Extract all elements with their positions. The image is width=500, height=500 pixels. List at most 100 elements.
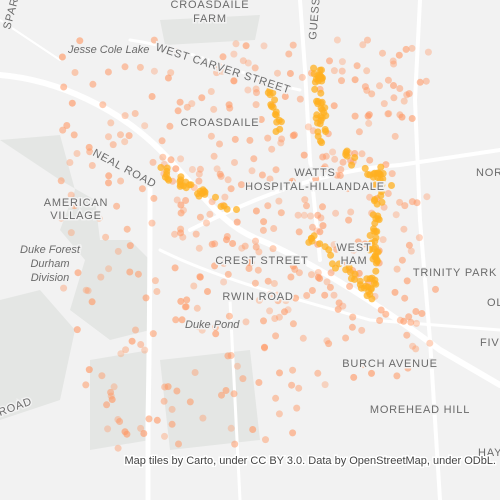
- point: [403, 91, 411, 99]
- point: [175, 440, 182, 448]
- point: [316, 240, 324, 248]
- point: [60, 284, 68, 292]
- point: [138, 185, 146, 193]
- point: [385, 110, 393, 118]
- point: [254, 266, 262, 274]
- point: [161, 432, 168, 440]
- point: [195, 177, 203, 185]
- point: [123, 225, 131, 233]
- point: [318, 106, 326, 114]
- point: [313, 111, 321, 119]
- point: [364, 170, 372, 178]
- point: [178, 316, 186, 324]
- point: [219, 53, 227, 61]
- point: [281, 308, 288, 316]
- point: [122, 346, 130, 354]
- point: [258, 171, 266, 179]
- place-label: Jesse Cole Lake: [67, 44, 149, 56]
- point: [239, 57, 247, 65]
- point: [396, 198, 404, 206]
- point: [330, 67, 338, 75]
- point: [355, 128, 363, 136]
- point: [74, 269, 82, 277]
- point: [249, 426, 257, 433]
- point: [252, 243, 260, 251]
- point: [239, 375, 247, 383]
- point: [300, 151, 308, 159]
- point: [196, 213, 204, 221]
- point: [196, 273, 204, 281]
- point: [70, 131, 78, 139]
- point: [212, 193, 219, 201]
- point: [224, 176, 232, 184]
- point: [264, 89, 272, 97]
- point: [123, 430, 131, 438]
- point: [233, 218, 241, 226]
- point: [207, 88, 215, 95]
- point: [290, 131, 298, 139]
- point: [198, 94, 206, 102]
- point: [339, 158, 347, 166]
- point: [191, 369, 199, 376]
- point: [347, 208, 355, 216]
- point: [317, 99, 325, 107]
- point: [276, 369, 283, 377]
- point: [314, 128, 322, 136]
- point: [268, 145, 276, 153]
- point: [377, 163, 385, 171]
- point: [416, 78, 424, 86]
- point: [360, 257, 367, 265]
- point: [85, 366, 93, 374]
- point: [66, 159, 74, 166]
- point: [177, 209, 185, 217]
- point: [405, 241, 413, 249]
- point: [218, 67, 226, 75]
- point: [295, 228, 303, 236]
- point: [277, 209, 285, 217]
- point: [337, 166, 345, 173]
- point: [246, 136, 254, 144]
- point: [225, 101, 233, 109]
- point: [330, 291, 338, 299]
- point: [390, 94, 398, 102]
- point: [232, 40, 240, 48]
- point: [60, 83, 68, 91]
- point: [314, 369, 322, 377]
- point: [208, 240, 216, 248]
- point: [312, 175, 320, 183]
- point: [183, 103, 191, 111]
- point: [350, 246, 357, 254]
- place-label: WEST: [337, 242, 372, 254]
- point: [160, 397, 168, 405]
- attribution: Map tiles by Carto, under CC BY 3.0. Dat…: [124, 455, 496, 467]
- point: [281, 93, 289, 100]
- point: [145, 415, 153, 423]
- point-layer: [57, 36, 439, 452]
- point: [193, 304, 201, 312]
- point: [273, 291, 281, 299]
- point: [349, 313, 357, 321]
- point: [310, 232, 318, 240]
- point: [204, 288, 211, 295]
- point: [227, 352, 235, 359]
- point: [244, 86, 252, 94]
- point: [403, 331, 411, 339]
- point: [126, 242, 134, 250]
- point: [253, 89, 260, 97]
- point: [261, 343, 268, 351]
- point: [149, 330, 157, 338]
- point: [76, 37, 84, 45]
- point: [199, 414, 207, 422]
- point: [289, 41, 297, 49]
- point: [384, 76, 392, 84]
- point: [365, 119, 373, 127]
- point: [353, 62, 361, 70]
- point: [255, 296, 263, 304]
- point: [121, 112, 129, 120]
- point: [331, 155, 339, 163]
- point: [218, 391, 225, 399]
- point: [364, 36, 371, 44]
- point: [238, 244, 246, 252]
- point: [194, 190, 202, 198]
- point: [163, 167, 171, 175]
